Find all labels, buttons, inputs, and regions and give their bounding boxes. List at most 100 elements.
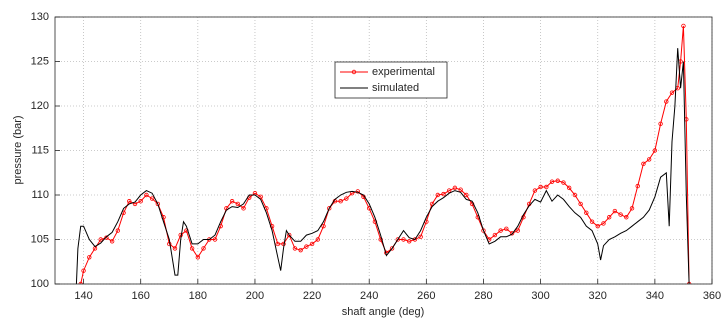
data-point bbox=[464, 192, 469, 198]
plot-frame bbox=[54, 16, 713, 285]
data-point bbox=[538, 184, 543, 190]
data-point bbox=[646, 157, 652, 162]
data-point bbox=[618, 212, 623, 217]
data-point bbox=[435, 192, 440, 198]
x-axis-label: shaft angle (deg) bbox=[342, 306, 425, 318]
y-axis-label: pressure (bar) bbox=[12, 115, 24, 184]
data-point bbox=[418, 234, 423, 240]
data-point bbox=[195, 255, 201, 260]
data-point bbox=[447, 188, 452, 193]
data-point bbox=[561, 180, 566, 185]
data-point bbox=[212, 237, 218, 242]
x-tick-label: 360 bbox=[703, 290, 721, 302]
x-tick-label: 180 bbox=[189, 290, 207, 302]
data-point bbox=[555, 178, 560, 183]
data-point bbox=[601, 221, 606, 226]
data-point bbox=[612, 208, 618, 214]
data-point bbox=[355, 189, 360, 194]
data-point bbox=[549, 179, 555, 184]
data-point bbox=[87, 255, 92, 260]
x-tick-label: 340 bbox=[646, 290, 664, 302]
data-point bbox=[155, 201, 161, 207]
data-point bbox=[669, 90, 675, 95]
data-point bbox=[658, 121, 663, 126]
data-point bbox=[589, 219, 595, 224]
data-point bbox=[606, 215, 612, 220]
data-point bbox=[412, 237, 418, 242]
data-point bbox=[229, 199, 235, 204]
data-point bbox=[287, 232, 292, 238]
data-point bbox=[664, 99, 669, 104]
data-point bbox=[504, 226, 509, 232]
data-point bbox=[566, 185, 572, 191]
data-point bbox=[344, 196, 349, 201]
data-point bbox=[189, 246, 195, 251]
x-tick-label: 200 bbox=[246, 290, 264, 302]
y-tick-label: 125 bbox=[31, 55, 49, 67]
x-tick-label: 240 bbox=[360, 290, 378, 302]
x-tick-label: 280 bbox=[474, 290, 492, 302]
data-point bbox=[578, 201, 583, 207]
data-point bbox=[492, 232, 498, 238]
data-point bbox=[127, 199, 132, 204]
data-point bbox=[309, 241, 315, 247]
data-point bbox=[624, 215, 629, 220]
data-point bbox=[138, 199, 143, 204]
series-line bbox=[75, 48, 690, 284]
data-point bbox=[395, 237, 400, 242]
x-tick-label: 320 bbox=[589, 290, 607, 302]
data-point bbox=[629, 206, 635, 211]
data-point bbox=[407, 239, 412, 244]
data-point bbox=[532, 188, 538, 193]
data-point bbox=[81, 268, 86, 273]
data-point bbox=[452, 185, 458, 191]
data-point bbox=[641, 161, 646, 167]
y-tick-label: 120 bbox=[31, 100, 49, 112]
x-tick-label: 140 bbox=[74, 290, 92, 302]
data-point bbox=[401, 237, 406, 242]
data-point bbox=[78, 281, 83, 284]
data-point bbox=[292, 246, 298, 251]
data-point bbox=[321, 223, 326, 229]
data-point bbox=[235, 201, 241, 207]
data-point bbox=[104, 235, 109, 240]
x-tick-label: 220 bbox=[303, 290, 321, 302]
data-point bbox=[258, 194, 263, 199]
x-tick-label: 300 bbox=[531, 290, 549, 302]
y-tick-label: 115 bbox=[31, 144, 49, 156]
legend-marker bbox=[351, 69, 357, 75]
data-point bbox=[498, 228, 503, 233]
x-tick-label: 160 bbox=[132, 290, 150, 302]
plot-area bbox=[55, 17, 712, 284]
data-point bbox=[298, 247, 303, 253]
data-point bbox=[572, 192, 578, 198]
data-point bbox=[241, 206, 246, 211]
data-point bbox=[441, 191, 446, 197]
data-point bbox=[338, 199, 343, 204]
data-point bbox=[109, 239, 115, 244]
data-point bbox=[115, 228, 121, 233]
data-point bbox=[327, 206, 332, 211]
data-point bbox=[429, 201, 435, 207]
data-point bbox=[378, 237, 383, 242]
x-tick-label: 260 bbox=[417, 290, 435, 302]
data-point bbox=[544, 184, 549, 190]
y-tick-label: 100 bbox=[31, 278, 49, 290]
y-tick-label: 105 bbox=[31, 233, 49, 245]
data-point bbox=[584, 210, 589, 215]
data-point bbox=[172, 246, 178, 251]
legend-label: experimental bbox=[372, 66, 435, 78]
data-point bbox=[304, 244, 309, 249]
data-point bbox=[652, 148, 658, 153]
data-point bbox=[201, 246, 206, 251]
data-point bbox=[509, 231, 515, 236]
y-tick-label: 130 bbox=[31, 11, 49, 23]
data-point bbox=[595, 223, 600, 229]
y-tick-label: 110 bbox=[31, 189, 49, 201]
data-point bbox=[458, 187, 463, 192]
data-point bbox=[149, 196, 155, 201]
data-point bbox=[275, 241, 281, 247]
data-point bbox=[98, 237, 103, 242]
